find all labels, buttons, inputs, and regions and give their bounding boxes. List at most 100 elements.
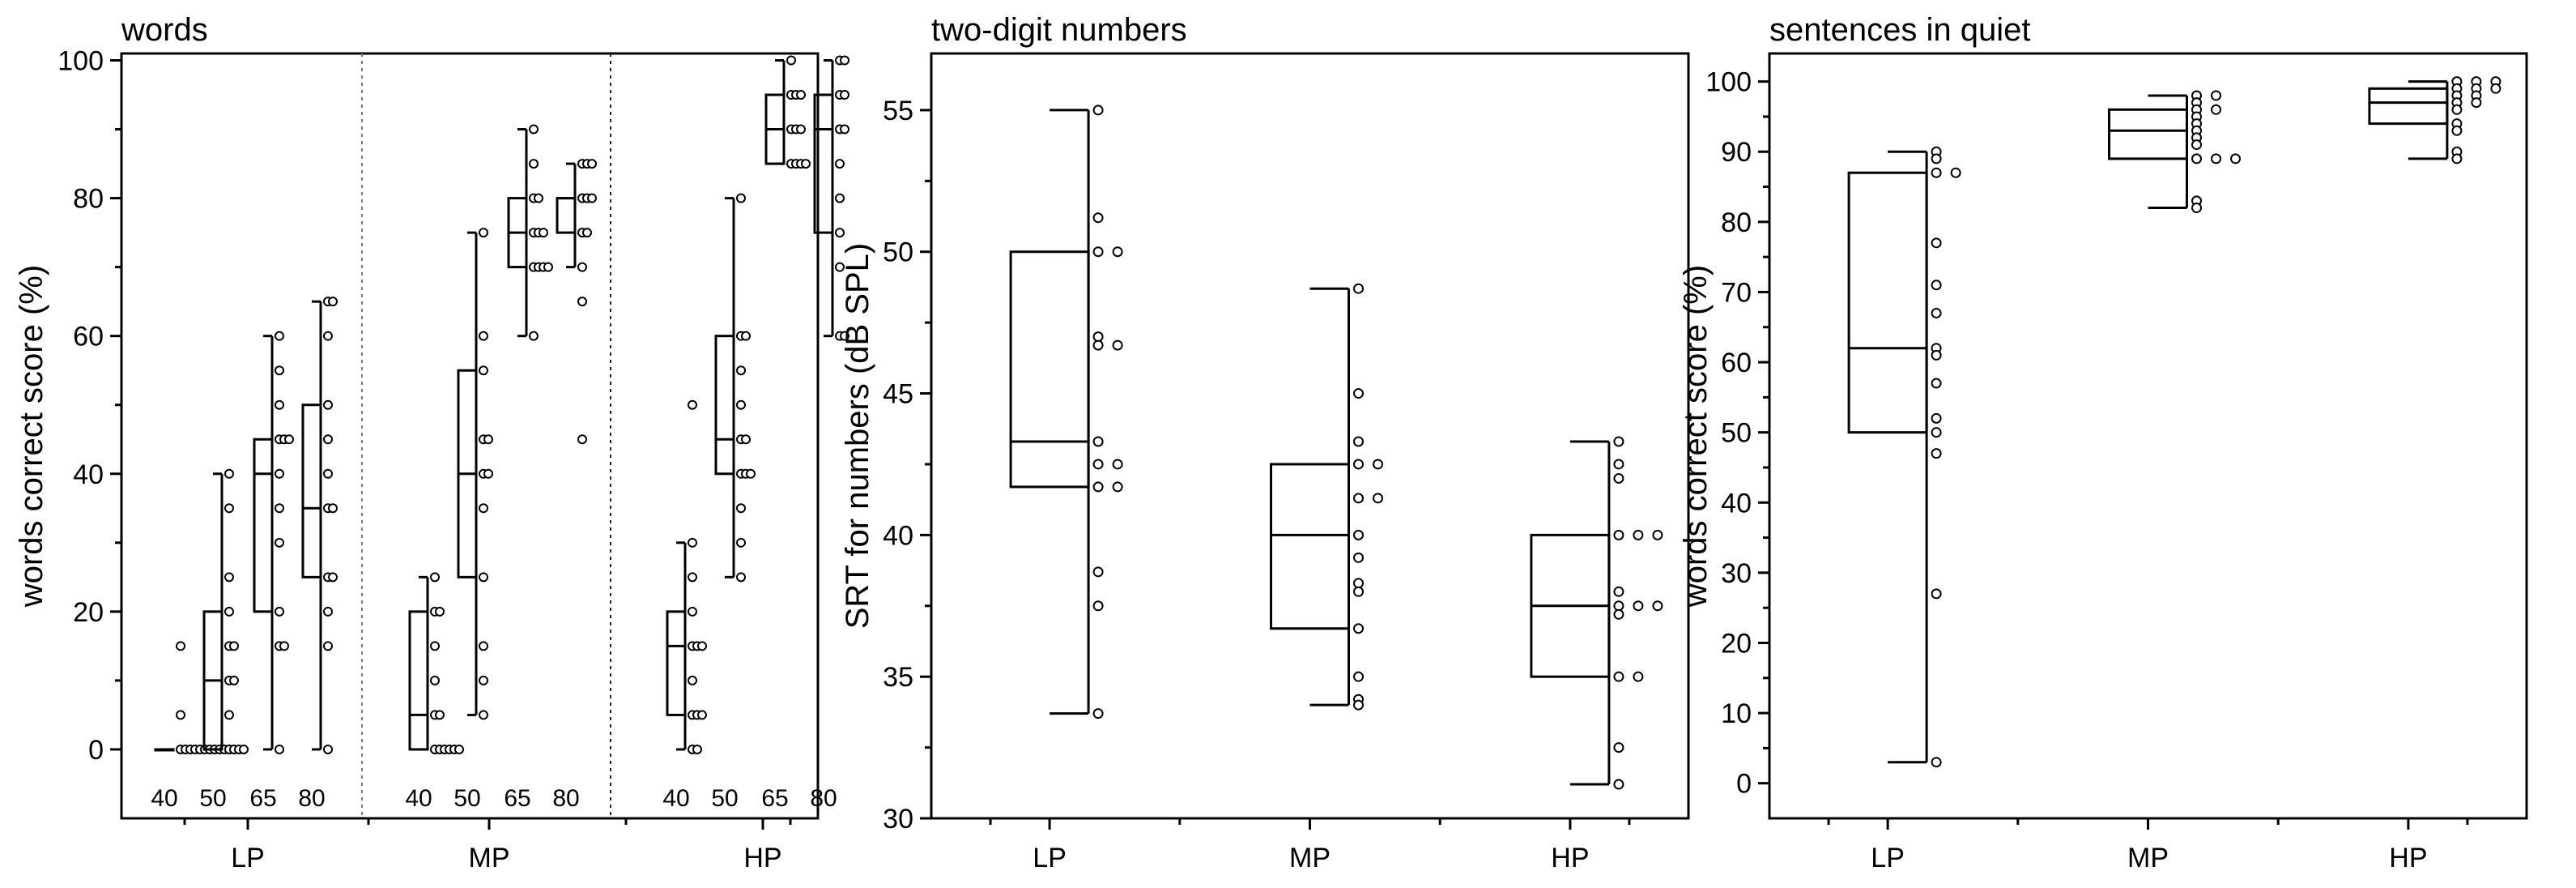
- data-point: [534, 193, 543, 203]
- data-point: [224, 503, 234, 514]
- data-point: [2191, 203, 2202, 214]
- data-point: [224, 572, 234, 583]
- level-label: 40: [662, 785, 689, 812]
- data-point: [1092, 566, 1104, 578]
- y-tick-label-1: 60: [73, 322, 104, 352]
- level-label: 80: [298, 785, 325, 812]
- iqr-box: [2108, 108, 2188, 160]
- data-point: [529, 159, 539, 169]
- data-point: [479, 228, 488, 238]
- data-point: [736, 193, 746, 203]
- data-point: [1353, 388, 1364, 399]
- data-point: [1652, 529, 1663, 540]
- data-point: [323, 468, 333, 479]
- plot-frame-1: [120, 52, 820, 820]
- data-point: [1613, 600, 1624, 612]
- y-tick-label-1: 100: [57, 46, 104, 77]
- data-point: [2211, 90, 2221, 101]
- data-point: [435, 606, 445, 617]
- y-tick-label-1: 20: [73, 597, 104, 628]
- chart-title-2: two-digit numbers: [931, 12, 1187, 48]
- y-tick-label-1: 0: [88, 735, 104, 766]
- box-MP-80: [556, 159, 597, 445]
- y-tick-label-2: 35: [883, 662, 913, 693]
- data-point: [1353, 578, 1364, 589]
- data-point: [2191, 153, 2202, 164]
- data-point: [275, 744, 284, 754]
- x-category-label-1: LP: [231, 843, 265, 873]
- data-point: [1353, 623, 1364, 634]
- data-point: [529, 331, 539, 341]
- data-point: [430, 572, 440, 583]
- iqr-box: [1270, 463, 1350, 630]
- plot-frame-2: [930, 52, 1690, 820]
- data-point: [279, 641, 289, 651]
- level-label: 40: [151, 785, 177, 812]
- data-point: [796, 124, 806, 134]
- level-label: 80: [810, 785, 837, 812]
- data-point: [2451, 125, 2463, 136]
- data-point: [587, 159, 597, 169]
- data-point: [1931, 167, 1942, 178]
- data-point: [1353, 493, 1364, 504]
- data-point: [1112, 246, 1123, 258]
- data-point: [275, 331, 284, 341]
- data-point: [1353, 436, 1364, 447]
- data-point: [840, 90, 849, 100]
- box-LP-50: [202, 468, 249, 754]
- data-point: [587, 193, 597, 203]
- box-MP: [1270, 283, 1383, 711]
- data-point: [479, 675, 488, 685]
- data-point: [801, 159, 811, 169]
- x-category-label-1: MP: [469, 843, 510, 873]
- x-category-label-1: HP: [743, 843, 781, 873]
- data-point: [1931, 153, 1942, 164]
- y-tick-label-2: 30: [883, 804, 913, 835]
- data-point: [835, 193, 845, 203]
- y-tick-label-3: 100: [1705, 67, 1752, 98]
- data-point: [284, 434, 294, 445]
- x-category-label-3: LP: [1871, 843, 1905, 873]
- level-label: 65: [249, 785, 276, 812]
- data-point: [275, 399, 284, 410]
- box-HP-50: [714, 193, 756, 583]
- data-point: [835, 228, 845, 238]
- data-point: [1092, 212, 1104, 224]
- data-point: [323, 399, 333, 410]
- data-point: [1931, 427, 1942, 438]
- data-point: [736, 365, 746, 376]
- data-point: [688, 675, 697, 685]
- data-point: [2451, 153, 2463, 164]
- data-point: [1931, 237, 1942, 249]
- data-point: [1931, 307, 1942, 318]
- data-point: [1613, 779, 1624, 790]
- data-point: [275, 468, 284, 479]
- chart-title-3: sentences in quiet: [1769, 12, 2030, 48]
- data-point: [1353, 459, 1364, 470]
- data-point: [697, 710, 707, 720]
- y-tick-label-3: 10: [1721, 698, 1752, 729]
- data-point: [1931, 280, 1942, 291]
- data-point: [1652, 600, 1663, 612]
- box-HP-40: [666, 399, 707, 754]
- x-category-label-2: LP: [1033, 843, 1067, 873]
- data-point: [688, 399, 697, 410]
- data-point: [736, 572, 746, 583]
- data-point: [1613, 459, 1624, 470]
- data-point: [1613, 436, 1624, 447]
- plot-frame-3: [1768, 52, 2528, 820]
- data-point: [746, 468, 756, 479]
- level-label: 50: [711, 785, 738, 812]
- box-LP-65: [253, 331, 294, 754]
- data-point: [697, 641, 707, 651]
- data-point: [1112, 459, 1123, 470]
- data-point: [736, 537, 746, 548]
- y-tick-label-2: 40: [883, 520, 913, 551]
- y-tick-label-3: 90: [1721, 137, 1752, 168]
- x-category-label-2: HP: [1551, 843, 1589, 873]
- level-label: 65: [761, 785, 788, 812]
- iqr-box: [813, 93, 834, 234]
- data-point: [2211, 153, 2221, 164]
- level-label: 50: [199, 785, 226, 812]
